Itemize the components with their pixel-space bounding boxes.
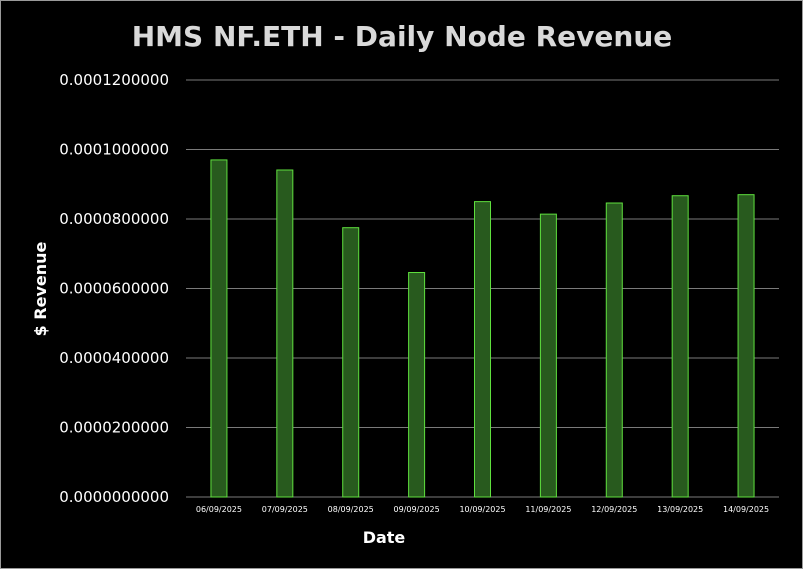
bar [474,201,491,498]
x-tick-label: 11/09/2025 [525,505,571,514]
x-axis-label: Date [363,528,406,547]
y-tick-label: 0.0001000000 [59,141,169,159]
x-tick-label: 14/09/2025 [723,505,769,514]
y-tick-label: 0.0000000000 [59,488,169,506]
y-tick-label: 0.0000600000 [59,280,169,298]
x-tick-label: 10/09/2025 [459,505,505,514]
chart-title: HMS NF.ETH - Daily Node Revenue [132,20,673,53]
x-tick-label: 08/09/2025 [328,505,374,514]
bars [210,159,755,498]
bar [276,169,294,498]
bar [210,159,228,498]
y-axis-label: $ Revenue [31,241,50,336]
x-axis-ticks: 06/09/2025 07/09/2025 08/09/2025 09/09/2025… [196,505,769,514]
x-tick-label: 09/09/2025 [394,505,440,514]
y-axis-ticks: 0.0000000000 0.0000200000 0.0000400000 0.00… [59,71,169,506]
bar [671,195,689,498]
bar [605,202,623,498]
y-tick-label: 0.0000400000 [59,349,169,367]
x-tick-label: 12/09/2025 [591,505,637,514]
x-tick-label: 06/09/2025 [196,505,242,514]
bar [737,194,755,498]
y-tick-label: 0.0000800000 [59,210,169,228]
y-tick-label: 0.0000200000 [59,419,169,437]
y-tick-label: 0.0001200000 [59,71,169,89]
bar [342,227,360,498]
bar [539,213,557,498]
x-tick-label: 13/09/2025 [657,505,703,514]
bar [408,272,426,498]
x-tick-label: 07/09/2025 [262,505,308,514]
